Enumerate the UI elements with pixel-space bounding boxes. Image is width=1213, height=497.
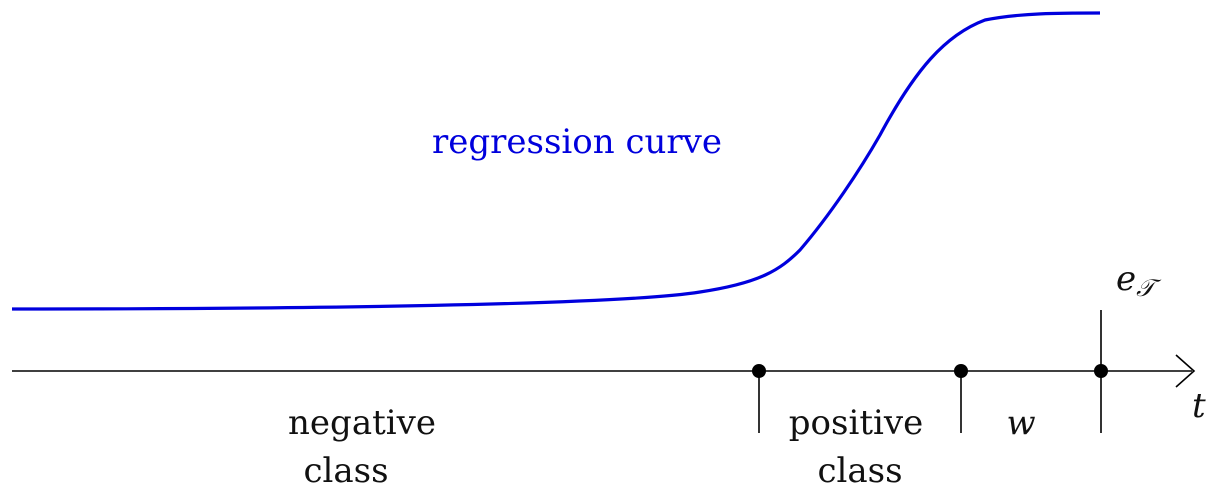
curve-label: regression curve xyxy=(432,122,722,162)
positive-start-point xyxy=(752,364,766,378)
negative-class-line-1: negative xyxy=(288,403,436,443)
axis-arrowhead xyxy=(1175,354,1196,388)
positive-class-line-1: positive xyxy=(789,403,923,443)
window-label: w xyxy=(1006,403,1035,443)
negative-class-line-2: class xyxy=(303,451,388,491)
regression-curve xyxy=(11,11,1101,311)
window-start-point xyxy=(954,364,968,378)
axis-label-t: t xyxy=(1192,386,1206,426)
event-point xyxy=(1094,364,1108,378)
event-label-base: e xyxy=(1116,259,1136,299)
event-label-subscript: 𝒯 xyxy=(1136,274,1162,302)
positive-class-line-2: class xyxy=(817,451,902,491)
event-label: e𝒯 xyxy=(1116,259,1162,302)
